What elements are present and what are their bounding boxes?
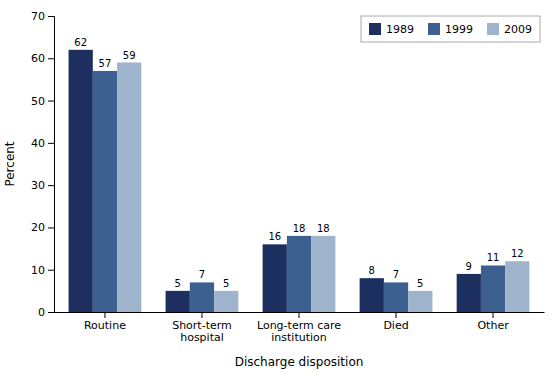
bar	[214, 291, 238, 312]
data-label: 5	[223, 278, 229, 289]
data-label: 5	[417, 278, 423, 289]
legend-label: 2009	[504, 23, 532, 36]
tick-label: Died	[383, 319, 408, 332]
tick-mark	[48, 227, 54, 228]
tick-label: 30	[31, 179, 45, 192]
data-label: 57	[99, 58, 112, 69]
bar	[505, 261, 529, 312]
legend-swatch	[487, 23, 499, 35]
bar	[263, 244, 287, 312]
tick-label: 50	[31, 95, 45, 108]
tick: Other	[477, 312, 509, 332]
tick-mark	[48, 101, 54, 102]
bar	[93, 71, 117, 312]
tick: 50	[31, 95, 54, 108]
tick-label: Short-termhospital	[172, 319, 232, 345]
tick: Long-term careinstitution	[257, 312, 341, 344]
tick-mark	[48, 16, 54, 17]
data-label: 5	[175, 278, 181, 289]
tick: 20	[31, 221, 54, 234]
tick: 10	[31, 264, 54, 277]
tick-label-line: Other	[477, 319, 509, 332]
tick-label-line: institution	[271, 331, 327, 344]
y-axis: 0 10 20 30 40 50 60 70	[31, 10, 55, 319]
legend-label: 1999	[445, 23, 473, 36]
data-label: 9	[466, 261, 472, 272]
bar-series	[69, 50, 481, 312]
tick-label: 10	[31, 264, 45, 277]
tick-mark	[201, 312, 202, 318]
axis-domain	[48, 17, 55, 313]
legend-frame	[361, 16, 540, 42]
tick: 60	[31, 52, 54, 65]
bar	[360, 278, 384, 312]
legend-item: 1989	[369, 23, 414, 36]
bar	[69, 50, 93, 312]
tick-mark	[299, 312, 300, 318]
tick: 0	[38, 306, 54, 319]
bar	[481, 265, 505, 312]
data-label: 8	[369, 265, 375, 276]
tick-label: 60	[31, 52, 45, 65]
tick-label-line: Died	[383, 319, 408, 332]
tick-label: 70	[31, 10, 45, 23]
bar	[408, 291, 432, 312]
tick: Died	[383, 312, 408, 332]
legend-swatch	[428, 23, 440, 35]
tick: 30	[31, 179, 54, 192]
tick-label: 40	[31, 137, 45, 150]
bar	[311, 236, 335, 312]
bar	[190, 282, 214, 312]
x-axis: Routine Short-termhospital Long-term carei…	[55, 312, 545, 344]
data-labels: 62 5 16 8 9 57 7 18 7 11 59 5 18 5 12	[74, 37, 523, 289]
tick: Short-termhospital	[172, 312, 232, 344]
tick-mark	[493, 312, 494, 318]
bar-series	[117, 63, 529, 312]
data-label: 12	[511, 248, 524, 259]
data-label: 18	[317, 223, 330, 234]
legend-label: 1989	[386, 23, 414, 36]
data-label: 11	[487, 252, 500, 263]
data-label: 62	[74, 37, 87, 48]
data-label: 7	[199, 269, 205, 280]
bar	[384, 282, 408, 312]
bar	[166, 291, 190, 312]
x-axis-title: Discharge disposition	[235, 355, 364, 369]
tick-mark	[396, 312, 397, 318]
legend-swatch	[369, 23, 381, 35]
tick-label: Routine	[84, 319, 126, 332]
data-label: 16	[268, 231, 281, 242]
tick: 40	[31, 137, 54, 150]
tick-label-line: Long-term care	[257, 319, 341, 332]
plot: 0 10 20 30 40 50 60 70 Routine Short-termhospital…	[3, 10, 545, 369]
tick-label: Other	[477, 319, 509, 332]
bar	[457, 274, 481, 312]
bar	[287, 236, 311, 312]
data-label: 7	[393, 269, 399, 280]
tick-mark	[48, 312, 54, 313]
chart: 0 10 20 30 40 50 60 70 Routine Short-termhospital…	[0, 0, 560, 374]
tick-label-line: Short-term	[172, 319, 232, 332]
tick: 70	[31, 10, 54, 23]
tick-label: Long-term careinstitution	[257, 319, 341, 345]
legend-item: 1999	[428, 23, 473, 36]
bar	[117, 63, 141, 312]
tick-label-line: hospital	[180, 331, 224, 344]
tick-label-line: Routine	[84, 319, 126, 332]
legend: 1989 1999 2009	[361, 16, 540, 42]
bars	[69, 50, 530, 312]
tick-label: 20	[31, 221, 45, 234]
data-label: 59	[123, 50, 136, 61]
tick: Routine	[84, 312, 126, 332]
legend-item: 2009	[487, 23, 532, 36]
y-axis-title: Percent	[3, 141, 17, 186]
tick-mark	[48, 58, 54, 59]
tick-mark	[48, 270, 54, 271]
bar-series	[93, 71, 505, 312]
tick-mark	[104, 312, 105, 318]
tick-mark	[48, 185, 54, 186]
tick-mark	[48, 143, 54, 144]
tick-label: 0	[38, 306, 45, 319]
data-label: 18	[293, 223, 306, 234]
